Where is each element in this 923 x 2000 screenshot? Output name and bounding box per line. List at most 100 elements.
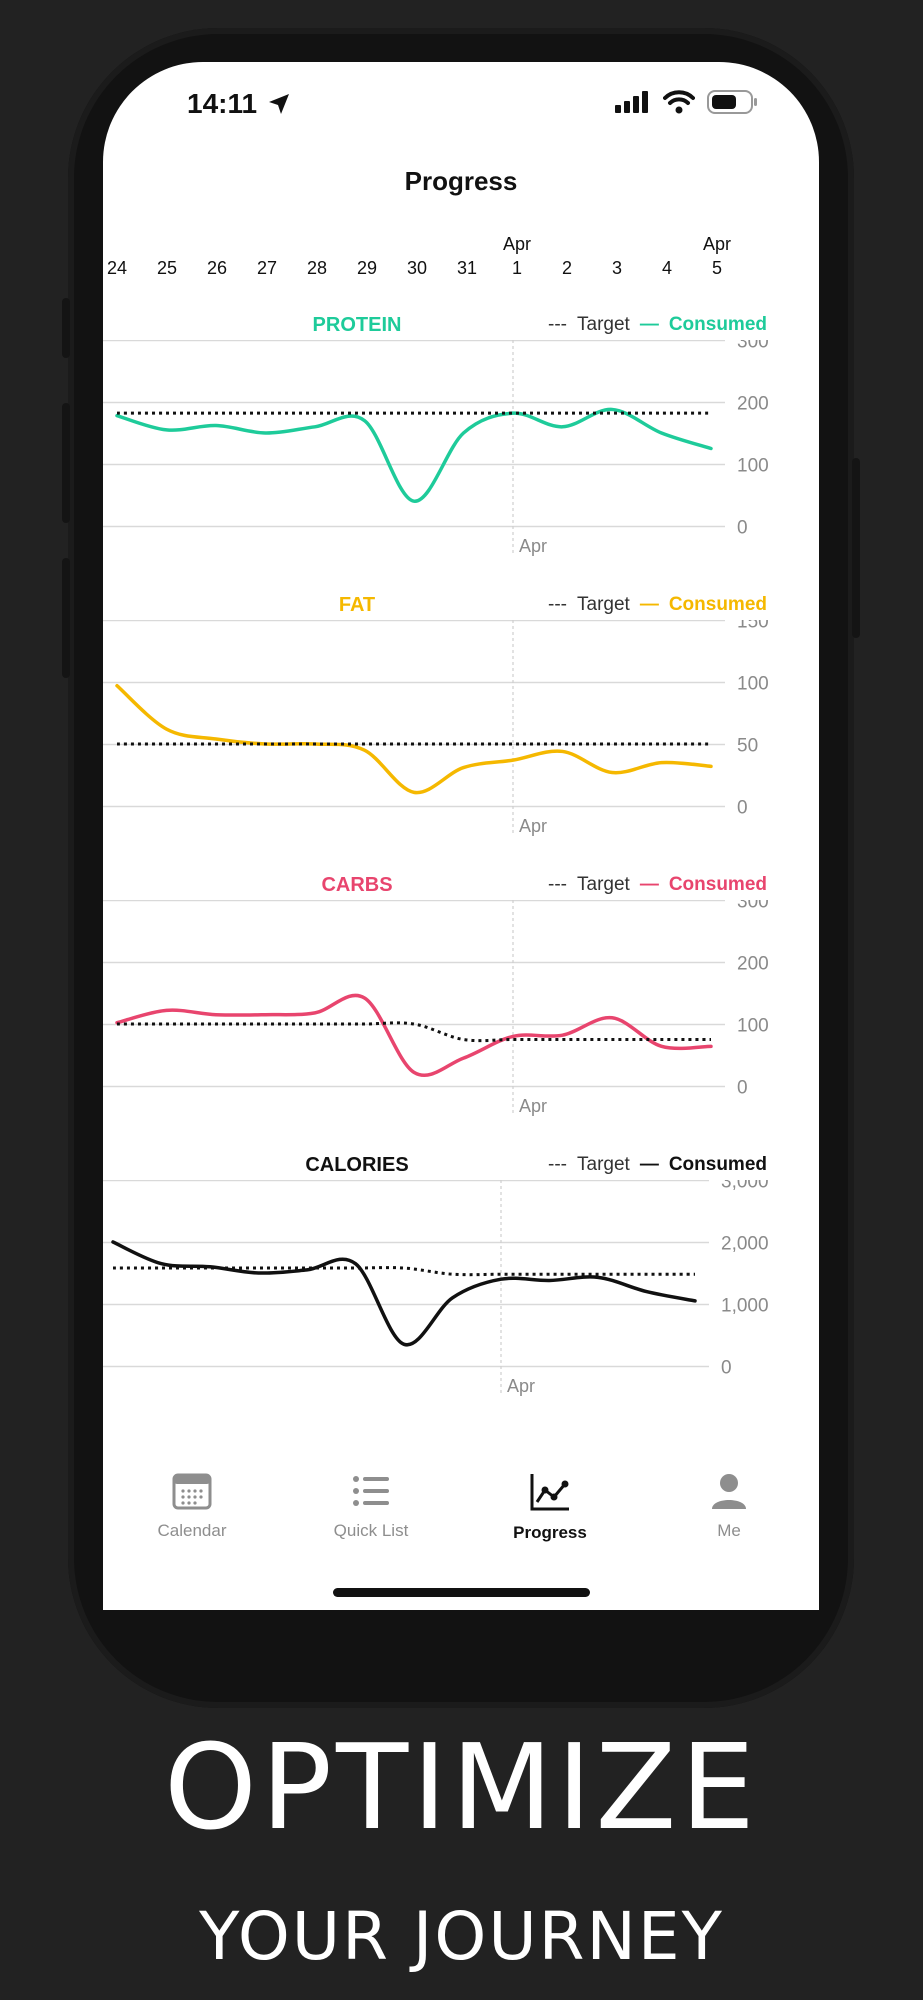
home-indicator[interactable]: [333, 1588, 590, 1597]
y-tick-label: 2,000: [721, 1234, 769, 1255]
protein-chart: PROTEIN --- Target — Consumed 300 200 100 0 Apr: [103, 312, 819, 592]
date-label[interactable]: 25: [156, 258, 178, 278]
wifi-icon: [663, 90, 695, 114]
calendar-icon: [172, 1473, 212, 1510]
target-line: [117, 1021, 711, 1043]
month-marker-label: Apr: [507, 1376, 535, 1396]
y-tick-label: 0: [721, 1358, 732, 1379]
side-button-mute: [62, 298, 70, 358]
person-icon: [712, 1474, 746, 1509]
month-marker-label: Apr: [519, 1096, 547, 1116]
legend-target-dash: ---: [548, 1154, 567, 1175]
tab-quick-list-label: Quick List: [333, 1521, 409, 1540]
calories-chart: CALORIES --- Target — Consumed 3,000 2,000 1,00…: [103, 1152, 819, 1432]
consumed-line: [115, 407, 713, 503]
date-label[interactable]: 28: [306, 258, 328, 278]
month-marker-label: Apr: [519, 816, 547, 836]
page-title: Progress: [404, 166, 518, 196]
month-label: Apr: [702, 234, 732, 254]
date-label[interactable]: 31: [456, 258, 478, 278]
date-label[interactable]: 5: [711, 258, 723, 278]
promo-subheadline: YOUR JOURNEY: [199, 1898, 724, 1975]
y-tick-label: 100: [737, 1016, 769, 1037]
y-tick-label: 300: [737, 900, 769, 913]
battery-icon: [707, 90, 757, 114]
chart-plot: 300 200 100 0 Apr: [103, 340, 769, 556]
chart-legend: --- Target — Consumed: [548, 594, 767, 616]
chart-title: PROTEIN: [312, 314, 402, 336]
signal-icon: [615, 91, 648, 113]
consumed-line: [111, 1240, 697, 1347]
location-arrow-icon: [268, 94, 289, 114]
side-button-volume-down: [62, 558, 70, 678]
y-tick-label: 3,000: [721, 1180, 769, 1193]
legend-target-label: Target: [577, 1154, 630, 1175]
tab-me-label: Me: [717, 1521, 741, 1540]
status-icons: [615, 90, 759, 114]
date-label[interactable]: 1: [511, 258, 523, 278]
y-tick-label: 50: [737, 736, 758, 757]
date-label[interactable]: 26: [206, 258, 228, 278]
legend-consumed-label: Consumed: [668, 874, 767, 895]
list-icon: [353, 1476, 389, 1506]
promo-headline: OPTIMIZE: [164, 1718, 759, 1856]
status-time: 14:11: [187, 88, 291, 120]
y-tick-label: 100: [737, 456, 769, 477]
carbs-chart: CARBS --- Target — Consumed 300 200 100 0 Apr: [103, 872, 819, 1152]
date-label[interactable]: 3: [611, 258, 623, 278]
chart-plot: 300 200 100 0 Apr: [103, 900, 769, 1116]
chart-legend: --- Target — Consumed: [548, 314, 767, 336]
y-tick-label: 300: [737, 340, 769, 353]
date-label[interactable]: 29: [356, 258, 378, 278]
tab-calendar-label: Calendar: [157, 1521, 227, 1540]
legend-consumed-dash: —: [639, 314, 659, 335]
legend-consumed-dash: —: [639, 1154, 659, 1175]
y-tick-label: 0: [737, 798, 748, 819]
chart-plot: 3,000 2,000 1,000 0 Apr: [103, 1180, 769, 1396]
target-line: [112, 1266, 695, 1277]
legend-consumed-label: Consumed: [668, 1154, 767, 1175]
phone-screen: 14:11 Progress 24 25 26 27 28 29 30 31 1 2 3 4 5 Apr A…: [103, 62, 819, 1610]
legend-target-dash: ---: [548, 594, 567, 615]
legend-target-label: Target: [577, 874, 630, 895]
chart-title: FAT: [338, 594, 376, 616]
date-label[interactable]: 30: [406, 258, 428, 278]
fat-chart: FAT --- Target — Consumed 150 100 50 0 Apr: [103, 592, 819, 872]
chart-title: CALORIES: [305, 1154, 409, 1176]
date-label[interactable]: 2: [561, 258, 573, 278]
y-tick-label: 200: [737, 954, 769, 975]
legend-consumed-dash: —: [639, 594, 659, 615]
legend-target-label: Target: [577, 314, 630, 335]
tab-bar: Calendar Quick List Progress: [103, 1472, 819, 1572]
y-tick-label: 200: [737, 394, 769, 415]
side-button-volume-up: [62, 403, 70, 523]
date-label[interactable]: 27: [256, 258, 278, 278]
consumed-line: [115, 993, 713, 1077]
y-tick-label: 150: [737, 620, 769, 633]
tab-calendar[interactable]: Calendar: [112, 1472, 272, 1541]
y-tick-label: 1,000: [721, 1296, 769, 1317]
y-tick-label: 0: [737, 1078, 748, 1099]
legend-consumed-label: Consumed: [668, 594, 767, 615]
month-marker-label: Apr: [519, 536, 547, 556]
legend-target-dash: ---: [548, 314, 567, 335]
tab-progress[interactable]: Progress: [470, 1472, 630, 1543]
legend-consumed-label: Consumed: [668, 314, 767, 335]
chart-title: CARBS: [321, 874, 393, 896]
chart-icon: [530, 1474, 569, 1511]
date-label[interactable]: 4: [661, 258, 673, 278]
y-tick-label: 100: [737, 674, 769, 695]
date-label[interactable]: 24: [106, 258, 128, 278]
legend-target-dash: ---: [548, 874, 567, 895]
date-strip[interactable]: 24 25 26 27 28 29 30 31 1 2 3 4 5 Apr Apr: [103, 232, 819, 292]
legend-target-label: Target: [577, 594, 630, 615]
month-label: Apr: [502, 234, 532, 254]
consumed-line: [115, 683, 713, 795]
chart-legend: --- Target — Consumed: [548, 1154, 767, 1176]
tab-me[interactable]: Me: [649, 1472, 809, 1541]
legend-consumed-dash: —: [639, 874, 659, 895]
chart-plot: 150 100 50 0 Apr: [103, 620, 769, 836]
y-tick-label: 0: [737, 518, 748, 539]
tab-quick-list[interactable]: Quick List: [291, 1472, 451, 1541]
side-button-power: [852, 458, 860, 638]
